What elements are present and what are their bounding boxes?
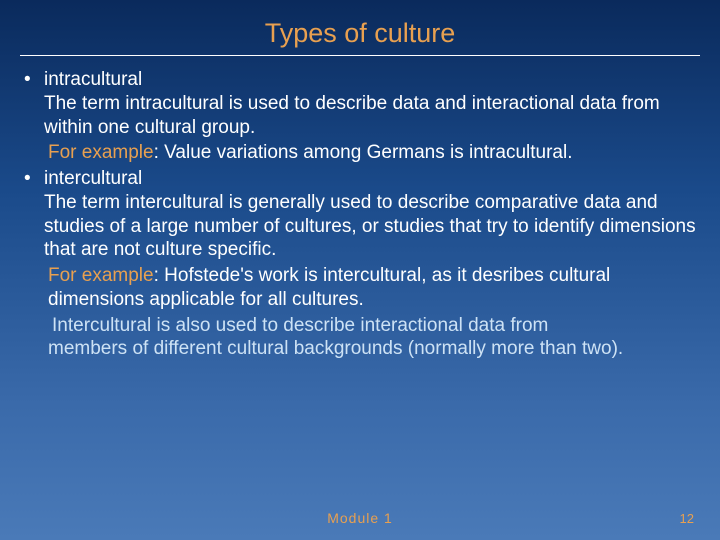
- bullet-marker: •: [24, 167, 44, 262]
- bullet-item: • intercultural The term intercultural i…: [24, 167, 696, 262]
- title-divider: [20, 55, 700, 56]
- footer-module: Module 1: [0, 510, 720, 526]
- example-block: For example: Hofstede's work is intercul…: [24, 264, 696, 312]
- note-line: Intercultural is also used to describe i…: [52, 314, 696, 338]
- bullet-text: The term intercultural is generally used…: [44, 192, 696, 261]
- bullet-item: • intracultural The term intracultural i…: [24, 68, 696, 139]
- example-label: For example: [48, 142, 154, 163]
- example-label: For example: [48, 265, 154, 286]
- slide-content: • intracultural The term intracultural i…: [0, 68, 720, 361]
- bullet-marker: •: [24, 68, 44, 139]
- bullet-text: The term intracultural is used to descri…: [44, 93, 660, 138]
- page-number: 12: [680, 511, 694, 526]
- example-text: : Value variations among Germans is intr…: [154, 142, 573, 163]
- slide: Types of culture • intracultural The ter…: [0, 0, 720, 540]
- bullet-heading: intracultural: [44, 69, 142, 90]
- note-block: Intercultural is also used to describe i…: [24, 314, 696, 362]
- bullet-body: intracultural The term intracultural is …: [44, 68, 696, 139]
- note-line: members of different cultural background…: [48, 337, 696, 361]
- slide-title: Types of culture: [0, 18, 720, 49]
- bullet-body: intercultural The term intercultural is …: [44, 167, 696, 262]
- example-block: For example: Value variations among Germ…: [24, 141, 696, 165]
- bullet-heading: intercultural: [44, 168, 142, 189]
